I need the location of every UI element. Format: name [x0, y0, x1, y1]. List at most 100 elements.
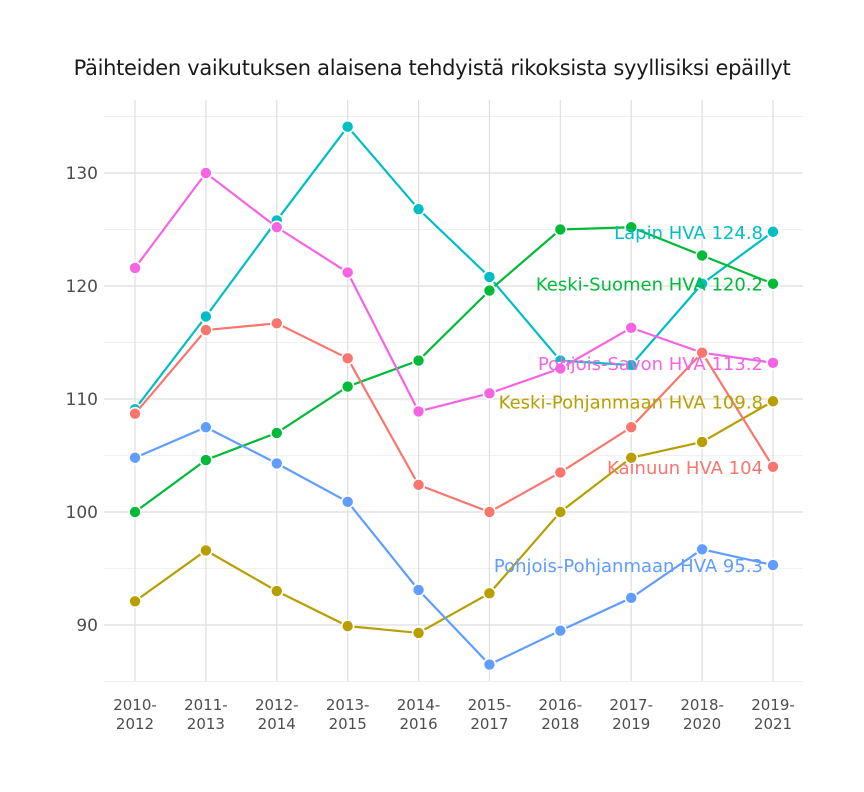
- data-point: [624, 321, 639, 335]
- data-point: [411, 478, 426, 492]
- data-point: [695, 276, 709, 291]
- series-line: [134, 322, 774, 514]
- data-point: [340, 495, 355, 509]
- data-point: [199, 453, 213, 467]
- data-point: [624, 220, 639, 235]
- series-keski-suomen-hva: [128, 220, 780, 519]
- data-point: [624, 420, 639, 435]
- data-point: [482, 505, 497, 519]
- data-point: [411, 404, 426, 419]
- data-point: [624, 591, 639, 605]
- series-pohjois-pohjanmaan-hva: [128, 420, 780, 672]
- x-tick-label: 2012: [116, 715, 154, 733]
- x-tick-label: 2015: [329, 715, 367, 733]
- x-tick-label: 2012-: [255, 696, 299, 714]
- series-labels: Lapin HVA 124.8 Keski-Suomen HVA 120.2 Poh…: [494, 223, 763, 577]
- data-point: [766, 224, 780, 239]
- x-tick-label: 2018-: [680, 696, 724, 714]
- data-point: [128, 261, 142, 275]
- data-point: [553, 505, 568, 519]
- series-keski-pohjanmaan-hva: [128, 394, 780, 640]
- data-point: [128, 505, 142, 519]
- data-point: [482, 386, 497, 401]
- data-point: [766, 394, 780, 409]
- x-tick-label: 2014-: [397, 696, 441, 714]
- x-tick-label: 2019-: [751, 696, 795, 714]
- data-point: [482, 283, 497, 298]
- data-point: [340, 619, 355, 633]
- data-point: [695, 542, 709, 557]
- series-line: [134, 426, 774, 666]
- x-tick-label: 2017: [470, 715, 508, 733]
- data-point: [128, 406, 142, 421]
- series-line: [134, 171, 774, 413]
- data-point: [340, 265, 355, 280]
- series-kainuun-hva: [128, 316, 780, 519]
- data-point: [553, 623, 568, 638]
- data-point: [340, 379, 355, 394]
- data-point: [128, 594, 142, 609]
- y-tick-label: 120: [66, 277, 98, 297]
- series-line: [134, 124, 774, 410]
- x-tick-label: 2019: [612, 715, 650, 733]
- x-tick-label: 2013-: [326, 696, 370, 714]
- x-tick-label: 2021: [754, 715, 792, 733]
- x-tick-label: 2016: [399, 715, 437, 733]
- y-tick-label: 90: [76, 616, 98, 636]
- x-tick-label: 2011-: [184, 696, 228, 714]
- chart-title: Päihteiden vaikutuksen alaisena tehdyist…: [73, 56, 791, 80]
- data-point: [411, 202, 426, 216]
- data-point: [199, 543, 213, 558]
- data-point: [411, 353, 426, 368]
- data-point: [482, 657, 497, 672]
- series-line: [134, 400, 774, 635]
- x-tick-label: 2020: [683, 715, 721, 733]
- data-point: [199, 420, 213, 435]
- data-point: [624, 450, 639, 465]
- data-point: [269, 316, 284, 331]
- x-tick-label: 2013: [187, 715, 225, 733]
- data-point: [695, 345, 709, 360]
- data-point: [624, 358, 639, 372]
- data-point: [128, 450, 142, 465]
- series-end-label: Pohjois-Savon HVA 113.2: [538, 354, 763, 375]
- y-tick-label: 110: [66, 390, 98, 410]
- x-axis: 2010-2012 2011-2013 2012-2014 2013-2015 2014…: [113, 696, 795, 733]
- data-point: [199, 166, 213, 180]
- y-axis: 90 100 110 120 130: [66, 164, 98, 636]
- data-point: [482, 586, 497, 601]
- y-tick-label: 130: [66, 164, 98, 184]
- data-point: [340, 119, 355, 134]
- data-point: [766, 459, 780, 474]
- data-point: [269, 584, 284, 598]
- series-end-label: Lapin HVA 124.8: [614, 223, 763, 244]
- y-tick-label: 100: [66, 503, 98, 523]
- x-tick-label: 2015-: [468, 696, 512, 714]
- series-end-label: Kainuun HVA 104: [607, 458, 763, 479]
- series-lapin-hva: [128, 119, 780, 416]
- data-point: [411, 583, 426, 597]
- data-point: [411, 626, 426, 640]
- x-tick-label: 2014: [258, 715, 296, 733]
- x-tick-label: 2016-: [539, 696, 583, 714]
- x-tick-label: 2018: [541, 715, 579, 733]
- x-tick-label: 2017-: [609, 696, 653, 714]
- data-point: [199, 309, 213, 324]
- data-point: [766, 276, 780, 291]
- data-point: [553, 361, 568, 376]
- series-lines: [128, 119, 780, 672]
- grid-lines: [104, 100, 803, 682]
- data-point: [269, 426, 284, 440]
- data-point: [695, 435, 709, 449]
- data-point: [482, 270, 497, 284]
- series-end-label: Keski-Pohjanmaan HVA 109.8: [499, 392, 763, 413]
- series-pohjois-savon-hva: [128, 166, 780, 419]
- data-point: [269, 220, 284, 235]
- x-tick-label: 2010-: [113, 696, 157, 714]
- data-point: [553, 465, 568, 480]
- data-point: [340, 351, 355, 366]
- series-end-label: Keski-Suomen HVA 120.2: [536, 275, 763, 296]
- data-point: [553, 222, 568, 237]
- data-point: [766, 356, 780, 370]
